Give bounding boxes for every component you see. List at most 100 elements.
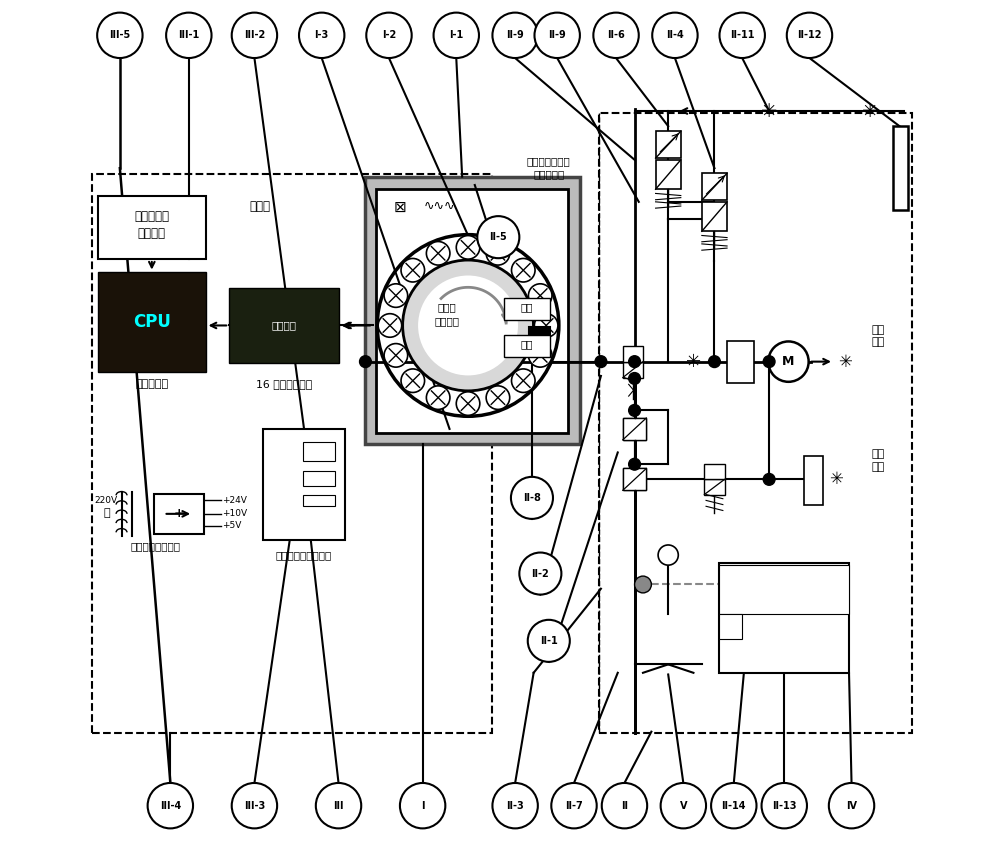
Circle shape [316,783,361,828]
Circle shape [829,783,874,828]
Text: 质量评价: 质量评价 [138,227,166,241]
Text: ∿∿∿: ∿∿∿ [424,199,455,213]
Circle shape [629,458,640,470]
Text: II-14: II-14 [722,801,746,811]
Bar [154,494,204,534]
Text: 排出: 排出 [872,337,885,347]
Circle shape [384,283,408,307]
Circle shape [629,405,640,416]
Circle shape [720,13,765,58]
Text: II-1: II-1 [540,636,558,646]
Text: ✳: ✳ [761,102,777,120]
Text: II-7: II-7 [565,801,583,811]
Circle shape [658,545,678,565]
Circle shape [97,13,143,58]
Circle shape [232,783,277,828]
Circle shape [384,344,408,368]
Text: III-1: III-1 [178,30,199,40]
Bar [893,126,908,210]
Circle shape [551,783,597,828]
Circle shape [418,276,518,375]
Circle shape [534,314,558,337]
Text: 16 路数据采集卡: 16 路数据采集卡 [256,379,312,389]
Bar [229,288,339,363]
Bar [623,418,646,440]
Text: +: + [174,507,184,521]
Circle shape [709,473,720,485]
Bar [263,429,345,540]
Text: ✳: ✳ [862,102,878,120]
Bar [719,563,849,673]
Circle shape [593,13,639,58]
Circle shape [629,356,640,368]
Bar [92,174,492,733]
Bar [804,456,823,505]
Circle shape [378,314,402,337]
Text: 计算机主板: 计算机主板 [135,379,168,389]
Circle shape [299,13,344,58]
Circle shape [166,13,212,58]
Circle shape [528,283,552,307]
Text: IV: IV [846,801,857,811]
Bar [504,335,550,357]
Circle shape [426,386,450,410]
Circle shape [492,13,538,58]
Circle shape [492,783,538,828]
Text: II-9: II-9 [548,30,566,40]
Text: II-12: II-12 [797,30,822,40]
Circle shape [709,356,720,368]
Circle shape [401,258,425,282]
Text: ✳: ✳ [838,352,852,371]
Text: 流动方向: 流动方向 [435,316,460,326]
Circle shape [534,13,580,58]
Text: I-1: I-1 [449,30,463,40]
Text: ⊠: ⊠ [394,200,406,215]
Bar [656,160,681,189]
Text: III-3: III-3 [244,801,265,811]
Circle shape [602,783,647,828]
Bar [623,468,646,490]
Text: 卷烟识别与: 卷烟识别与 [134,210,169,224]
Circle shape [635,576,651,593]
Text: 驱动与控制电路模块: 驱动与控制电路模块 [276,550,332,560]
Circle shape [528,344,552,368]
Text: 220V: 220V [95,496,118,505]
Bar [98,196,206,259]
Bar [529,327,550,334]
Text: ～: ～ [103,508,110,518]
Text: CPU: CPU [133,313,171,331]
Text: 入口: 入口 [520,339,533,349]
Text: ✳: ✳ [829,470,843,489]
Text: 数据采集: 数据采集 [271,320,296,331]
Text: II-4: II-4 [666,30,684,40]
Text: 废气: 废气 [872,325,885,335]
Bar [719,565,849,614]
Text: II-3: II-3 [506,801,524,811]
Bar [303,471,335,486]
Bar [702,173,727,200]
Circle shape [148,783,193,828]
Circle shape [403,260,533,391]
Bar [727,341,754,383]
Circle shape [426,241,450,265]
Circle shape [456,392,480,415]
Text: M: M [782,355,795,368]
Text: III-5: III-5 [109,30,130,40]
Circle shape [434,13,479,58]
Circle shape [763,356,775,368]
Circle shape [652,13,698,58]
Text: 空气: 空气 [872,462,885,472]
Text: III-4: III-4 [160,801,181,811]
Text: II-13: II-13 [772,801,797,811]
Bar [623,362,643,378]
Text: II-8: II-8 [523,493,541,503]
Circle shape [711,783,757,828]
Text: +10V: +10V [222,510,248,518]
Circle shape [366,13,412,58]
Text: 显示屏: 显示屏 [250,199,271,213]
Text: II-2: II-2 [531,569,549,579]
Text: II-9: II-9 [506,30,524,40]
Text: +5V: +5V [222,521,242,530]
Circle shape [512,369,535,393]
Bar [719,614,742,639]
